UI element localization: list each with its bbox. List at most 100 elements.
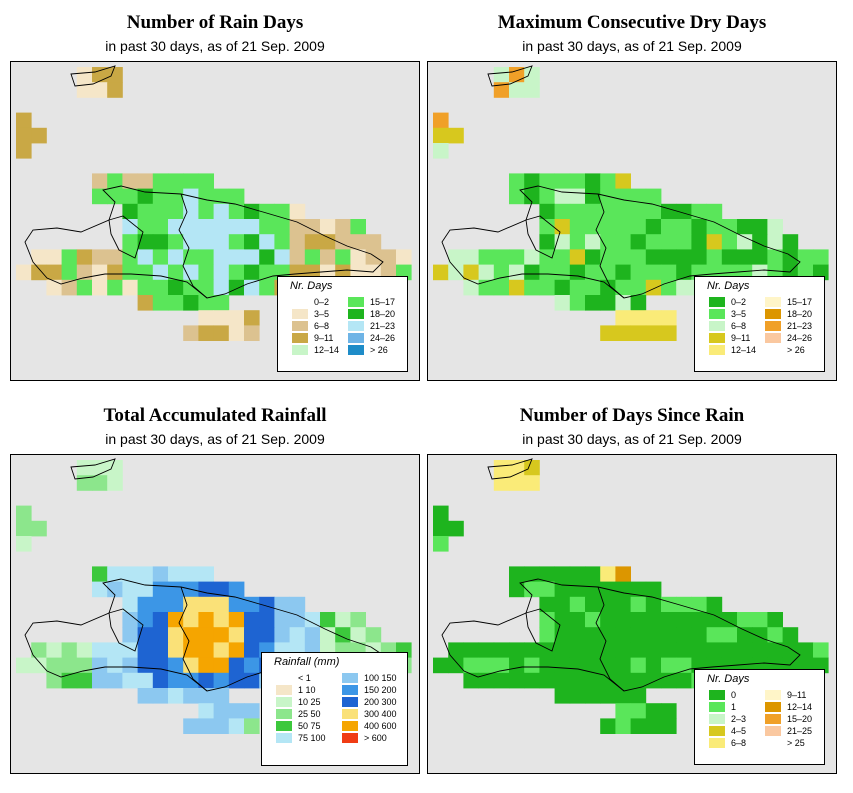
grid-cell [524, 672, 540, 689]
grid-cell [813, 249, 829, 265]
grid-cell [615, 279, 631, 296]
legend-swatch [276, 685, 292, 695]
grid-cell [645, 581, 662, 598]
grid-cell [213, 596, 230, 613]
grid-cell [92, 264, 108, 281]
grid-cell [448, 249, 464, 265]
grid-cell [509, 82, 525, 98]
grid-cell [31, 249, 47, 265]
grid-cell [289, 219, 306, 235]
grid-cell [630, 249, 647, 265]
grid-cell [433, 112, 449, 129]
grid-cell [554, 249, 571, 265]
grid-cell [600, 718, 616, 734]
grid-cell [630, 310, 647, 326]
grid-cell [228, 627, 245, 643]
grid-cell [259, 234, 275, 250]
grid-cell [244, 310, 260, 326]
grid-cell [244, 703, 260, 719]
grid-cell [107, 566, 123, 582]
grid-cell [228, 703, 245, 719]
grid-cell [615, 627, 631, 643]
grid-cell [183, 279, 199, 296]
grid-cell [585, 188, 601, 205]
rainfall-map [16, 458, 412, 734]
grid-cell [585, 234, 601, 250]
grid-cell [600, 612, 616, 628]
legend-swatch [709, 297, 725, 307]
grid-cell [16, 112, 32, 129]
grid-cell [107, 249, 123, 265]
grid-cell [76, 264, 93, 281]
grid-cell [122, 219, 138, 235]
grid-cell [274, 249, 290, 265]
grid-cell [676, 249, 692, 265]
grid-cell [615, 203, 631, 220]
grid-cell [615, 249, 631, 265]
legend-swatch [709, 333, 725, 343]
grid-cell [289, 612, 306, 628]
legend-swatch [276, 673, 292, 683]
grid-cell [16, 520, 32, 537]
legend-label: 12–14 [787, 702, 813, 712]
map-frame: Rainfall (mm) < 1 1 10 10 25 25 50 50 75 75 1… [10, 454, 420, 774]
grid-cell [691, 596, 707, 613]
grid-cell [676, 672, 692, 689]
grid-cell [350, 627, 366, 643]
grid-cell [539, 596, 555, 613]
grid-cell [244, 203, 260, 220]
grid-cell [198, 657, 214, 674]
grid-cell [645, 627, 662, 643]
grid-cell [259, 279, 275, 296]
legend-swatch [765, 333, 781, 343]
grid-cell [213, 325, 230, 341]
grid-cell [92, 460, 108, 476]
grid-cell [244, 657, 260, 674]
map-frame: Nr. Days 0–2 3–5 6–8 9–11 12–14 15–17 18–20 21–… [427, 61, 837, 381]
grid-cell [630, 596, 647, 613]
grid-cell [137, 219, 154, 235]
legend-swatch [276, 697, 292, 707]
grid-cell [16, 536, 32, 552]
grid-cell [213, 188, 230, 205]
grid-cell [107, 672, 123, 689]
grid-cell [122, 264, 138, 281]
grid-cell [554, 219, 571, 235]
grid-cell [585, 657, 601, 674]
grid-cell [350, 249, 366, 265]
grid-cell [630, 203, 647, 220]
grid-cell [661, 718, 677, 734]
grid-cell [539, 566, 555, 582]
legend-swatch [342, 721, 358, 731]
grid-cell [554, 279, 571, 296]
grid-cell [198, 581, 214, 598]
grid-cell [274, 627, 290, 643]
legend-swatch [765, 321, 781, 331]
legend-label: 21–25 [787, 726, 813, 736]
grid-cell [168, 566, 184, 582]
grid-cell [183, 173, 199, 189]
grid-cell [645, 264, 662, 281]
legend-label: 10 25 [298, 697, 321, 707]
grid-cell [183, 219, 199, 235]
grid-cell [585, 672, 601, 689]
grid-cell [600, 596, 616, 613]
cuba-coast [70, 65, 116, 87]
grid-cell [137, 612, 154, 628]
grid-cell [168, 627, 184, 643]
grid-cell [630, 219, 647, 235]
legend-label: 50 75 [298, 721, 321, 731]
grid-cell [137, 596, 154, 613]
grid-cell [615, 234, 631, 250]
grid-cell [448, 264, 464, 281]
grid-cell [585, 279, 601, 296]
grid-cell [524, 173, 540, 189]
grid-cell [661, 325, 677, 341]
grid-cell [630, 234, 647, 250]
legend-swatch [348, 297, 364, 307]
legend-label: 0–2 [731, 297, 747, 307]
legend-swatch [709, 714, 725, 724]
grid-cell [509, 475, 525, 491]
grid-cell [213, 718, 230, 734]
grid-cell [539, 627, 555, 643]
